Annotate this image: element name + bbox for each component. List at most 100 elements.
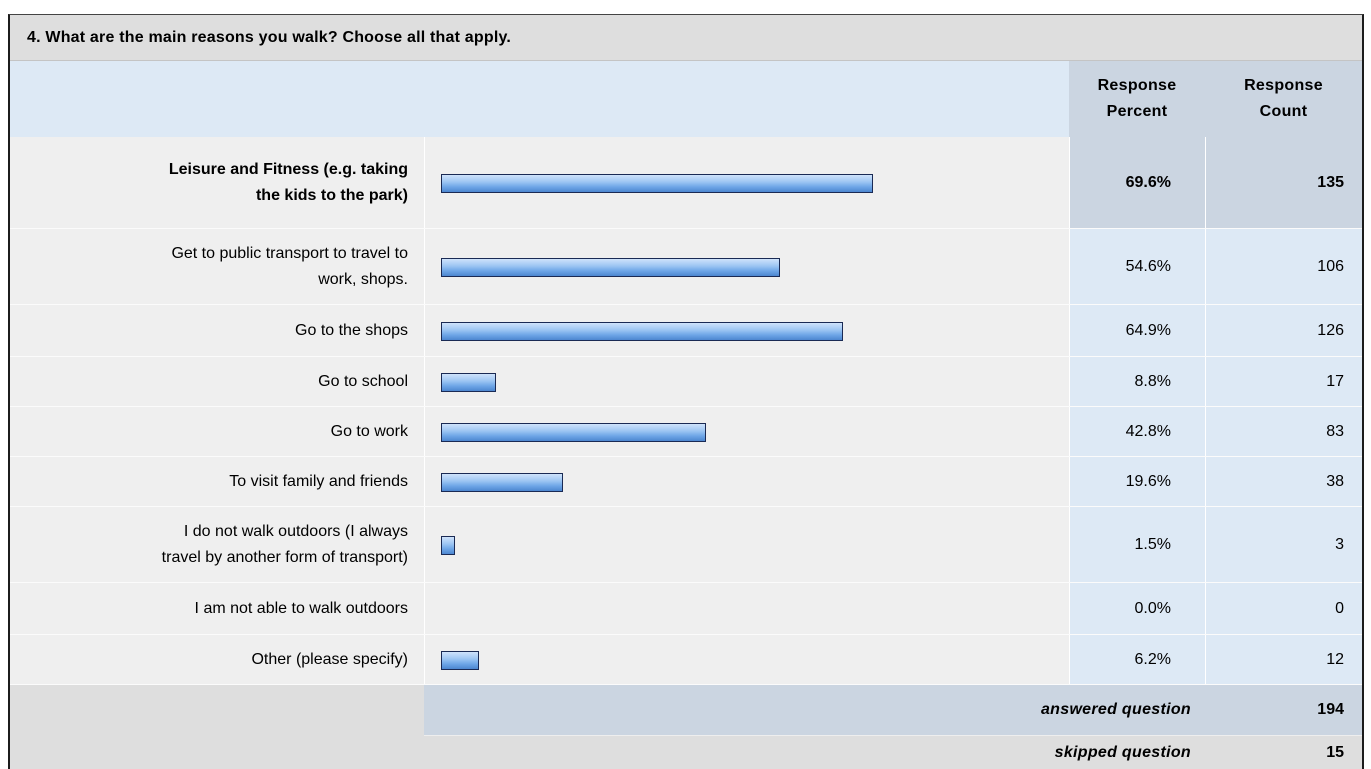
bar-cell [424, 583, 1069, 635]
row-label-line: Go to school [318, 373, 408, 390]
row-label-text: I do not walk outdoors (I always travel b… [162, 519, 408, 571]
response-bar [441, 423, 706, 442]
response-bar [441, 651, 479, 670]
response-percent-value: 64.9% [1069, 305, 1205, 357]
row-label: Go to the shops [10, 305, 424, 357]
row-divider [10, 684, 1362, 685]
row-label-line: I am not able to walk outdoors [194, 600, 408, 617]
response-count-value: 83 [1205, 407, 1362, 457]
response-percent-value: 69.6% [1069, 137, 1205, 229]
response-count-value: 126 [1205, 305, 1362, 357]
row-label: Get to public transport to travel to work… [10, 229, 424, 305]
row-divider [10, 228, 1362, 229]
table-row: Get to public transport to travel to work… [10, 229, 1362, 305]
table-row: Go to school 8.8% 17 [10, 357, 1362, 407]
bar-cell [424, 137, 1069, 229]
row-divider [10, 356, 1362, 357]
row-label: I am not able to walk outdoors [10, 583, 424, 635]
row-label-line: travel by another form of transport) [161, 549, 408, 566]
bar-cell [424, 635, 1069, 685]
response-count-header: Response Count [1205, 61, 1362, 137]
row-divider [10, 634, 1362, 635]
row-label-line: To visit family and friends [229, 473, 408, 490]
row-divider [10, 506, 1362, 507]
header-blank-cell [10, 61, 1069, 137]
answered-question-value: 194 [1317, 701, 1344, 718]
row-label-line: the kids to the park) [255, 187, 408, 204]
response-percent-header-line2: Percent [1106, 103, 1168, 120]
row-label-text: Go to work [331, 419, 408, 445]
row-label: To visit family and friends [10, 457, 424, 507]
answered-question-label: answered question [1040, 701, 1191, 718]
row-label-text: Other (please specify) [251, 647, 408, 673]
response-count-header-line2: Count [1259, 103, 1308, 120]
skipped-question-label: skipped question [1054, 744, 1191, 761]
response-count-value: 17 [1205, 357, 1362, 407]
table-row: I do not walk outdoors (I always travel b… [10, 507, 1362, 583]
response-count-value: 38 [1205, 457, 1362, 507]
row-label-line: Go to work [330, 423, 408, 440]
response-bar [441, 536, 455, 555]
table-row: Other (please specify) 6.2% 12 [10, 635, 1362, 685]
skipped-question-value: 15 [1326, 744, 1344, 761]
row-divider [10, 406, 1362, 407]
table-row: Leisure and Fitness (e.g. taking the kids… [10, 137, 1362, 229]
response-count-header-line1: Response [1244, 77, 1323, 94]
response-percent-value: 54.6% [1069, 229, 1205, 305]
response-count-value: 0 [1205, 583, 1362, 635]
bar-cell [424, 357, 1069, 407]
skipped-question-row: skipped question 15 [424, 735, 1362, 769]
footer-blank-cell [10, 685, 424, 769]
response-bar [441, 473, 563, 492]
row-label-text: Go to school [318, 369, 408, 395]
bar-cell [424, 457, 1069, 507]
answered-question-row: answered question 194 [424, 685, 1362, 735]
row-label-text: I am not able to walk outdoors [195, 596, 408, 622]
row-label-line: Go to the shops [295, 322, 408, 339]
row-label-text: To visit family and friends [229, 469, 408, 495]
row-label-line: work, shops. [318, 271, 408, 288]
row-label-line: Leisure and Fitness (e.g. taking [168, 161, 408, 178]
row-label-text: Get to public transport to travel to work… [171, 241, 408, 293]
response-percent-value: 42.8% [1069, 407, 1205, 457]
survey-question-panel: 4. What are the main reasons you walk? C… [8, 14, 1364, 769]
table-row: To visit family and friends 19.6% 38 [10, 457, 1362, 507]
response-count-value: 12 [1205, 635, 1362, 685]
row-label-line: Get to public transport to travel to [171, 245, 408, 262]
response-count-value: 135 [1205, 137, 1362, 229]
response-bar [441, 174, 873, 193]
row-label: I do not walk outdoors (I always travel b… [10, 507, 424, 583]
row-label-text: Leisure and Fitness (e.g. taking the kids… [169, 157, 408, 209]
bar-cell [424, 407, 1069, 457]
table-row: I am not able to walk outdoors 0.0% 0 [10, 583, 1362, 635]
row-label: Other (please specify) [10, 635, 424, 685]
bar-cell [424, 305, 1069, 357]
response-percent-header: Response Percent [1069, 61, 1205, 137]
response-percent-value: 6.2% [1069, 635, 1205, 685]
response-percent-value: 19.6% [1069, 457, 1205, 507]
question-title-bar: 4. What are the main reasons you walk? C… [10, 15, 1362, 61]
table-row: Go to work 42.8% 83 [10, 407, 1362, 457]
response-bar [441, 322, 843, 341]
question-title: 4. What are the main reasons you walk? C… [27, 29, 512, 46]
row-label: Leisure and Fitness (e.g. taking the kids… [10, 137, 424, 229]
response-percent-value: 1.5% [1069, 507, 1205, 583]
bar-cell [424, 507, 1069, 583]
response-count-value: 3 [1205, 507, 1362, 583]
response-bar [441, 258, 780, 277]
row-label-line: Other (please specify) [251, 651, 408, 668]
row-label: Go to work [10, 407, 424, 457]
row-label: Go to school [10, 357, 424, 407]
row-label-line: I do not walk outdoors (I always [183, 523, 408, 540]
row-divider [10, 304, 1362, 305]
summary-footer: answered question 194 skipped question 1… [10, 685, 1362, 769]
row-divider [10, 582, 1362, 583]
row-label-text: Go to the shops [295, 318, 408, 344]
response-percent-header-line1: Response [1097, 77, 1177, 94]
table-row: Go to the shops 64.9% 126 [10, 305, 1362, 357]
row-divider [10, 456, 1362, 457]
bar-cell [424, 229, 1069, 305]
table-header-row: Response Percent Response Count [10, 61, 1362, 137]
response-bar [441, 373, 496, 392]
response-percent-value: 8.8% [1069, 357, 1205, 407]
